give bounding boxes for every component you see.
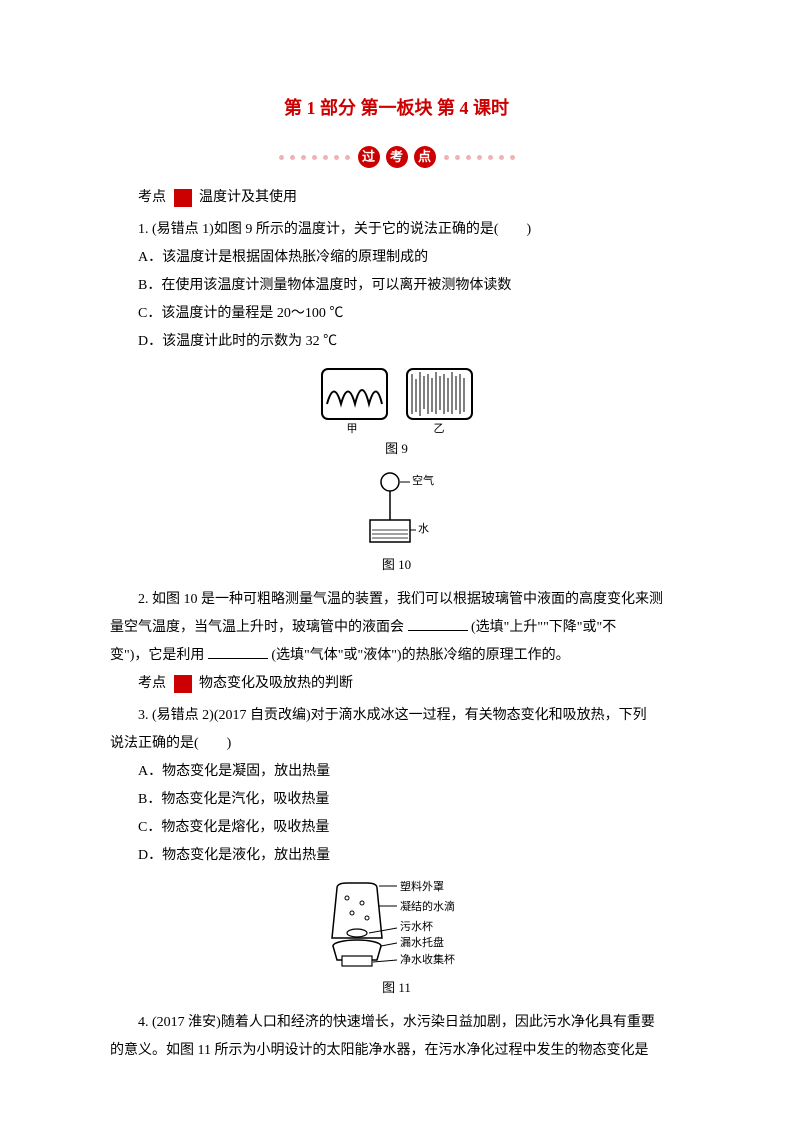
q2-line2: 量空气温度，当气温上升时，玻璃管中的液面会 (选填"上升""下降"或"不 xyxy=(110,614,683,642)
circle-char-3: 点 xyxy=(414,146,436,168)
kaodian2-title: 物态变化及吸放热的判断 xyxy=(199,676,353,691)
q2-blank2 xyxy=(208,642,268,659)
q1-option-d: D．该温度计此时的示数为 32 ℃ xyxy=(110,328,683,356)
figure-11-svg: 塑料外罩 凝结的水滴 污水杯 漏水托盘 净水收集杯 xyxy=(297,878,497,973)
q4-line1: 4. (2017 淮安)随着人口和经济的快速增长，水污染日益加剧，因此污水净化具… xyxy=(110,1009,683,1037)
figure-9: 甲 乙 图 9 xyxy=(110,364,683,462)
q3-stem2: 说法正确的是( ) xyxy=(110,730,683,758)
fig11-label-0: 塑料外罩 xyxy=(400,879,444,893)
kaodian-2: 考点 2 物态变化及吸放热的判断 xyxy=(110,670,683,698)
q2-line3: 变")，它是利用 (选填"气体"或"液体")的热胀冷缩的原理工作的。 xyxy=(110,642,683,670)
q2-p1d: 变")，它是利用 xyxy=(110,648,204,663)
q3-option-a: A．物态变化是凝固，放出热量 xyxy=(110,758,683,786)
kaodian2-num: 2 xyxy=(174,675,192,693)
kaodian1-num: 1 xyxy=(174,189,192,207)
q3-option-c: C．物态变化是熔化，吸收热量 xyxy=(110,814,683,842)
q2-line1: 2. 如图 10 是一种可粗略测量气温的装置，我们可以根据玻璃管中液面的高度变化… xyxy=(110,586,683,614)
kaodian2-label: 考点 xyxy=(138,676,166,691)
fig11-caption: 图 11 xyxy=(110,975,683,1001)
q4-line2: 的意义。如图 11 所示为小明设计的太阳能净水器，在污水净化过程中发生的物态变化… xyxy=(110,1037,683,1065)
kaodian1-title: 温度计及其使用 xyxy=(199,190,297,205)
fig11-label-2: 污水杯 xyxy=(400,919,433,933)
fig10-caption: 图 10 xyxy=(110,552,683,578)
figure-10: 空气 水 图 10 xyxy=(110,470,683,578)
q3-stem1: 3. (易错点 2)(2017 自贡改编)对于滴水成冰这一过程，有关物态变化和吸… xyxy=(110,702,683,730)
q1-option-b: B．在使用该温度计测量物体温度时，可以离开被测物体读数 xyxy=(110,272,683,300)
fig9-caption: 图 9 xyxy=(110,436,683,462)
q3-option-b: B．物态变化是汽化，吸收热量 xyxy=(110,786,683,814)
figure-10-svg: 空气 水 xyxy=(342,470,452,550)
section-header: 过 考 点 xyxy=(110,146,683,168)
circle-char-2: 考 xyxy=(386,146,408,168)
fig11-label-4: 净水收集杯 xyxy=(400,952,455,966)
figure-11: 塑料外罩 凝结的水滴 污水杯 漏水托盘 净水收集杯 图 11 xyxy=(110,878,683,1001)
q1-option-c: C．该温度计的量程是 20～100 ℃ xyxy=(110,300,683,328)
fig9-right-label: 乙 xyxy=(433,422,444,434)
q3-option-d: D．物态变化是液化，放出热量 xyxy=(110,842,683,870)
dots-right xyxy=(444,155,515,160)
q2-p1e: (选填"气体"或"液体")的热胀冷缩的原理工作的。 xyxy=(271,648,569,663)
page-title: 第 1 部分 第一板块 第 4 课时 xyxy=(110,90,683,126)
q2-blank1 xyxy=(408,614,468,631)
fig10-air-label: 空气 xyxy=(412,473,434,487)
q2-p1b: 量空气温度，当气温上升时，玻璃管中的液面会 xyxy=(110,620,404,635)
section-label: 过 考 点 xyxy=(358,146,436,168)
q1-stem: 1. (易错点 1)如图 9 所示的温度计，关于它的说法正确的是( ) xyxy=(110,216,683,244)
q2-p1c: (选填"上升""下降"或"不 xyxy=(471,620,616,635)
fig11-label-1: 凝结的水滴 xyxy=(400,899,455,913)
fig10-water-label: 水 xyxy=(418,522,429,535)
kaodian1-label: 考点 xyxy=(138,190,166,205)
q1-option-a: A．该温度计是根据固体热胀冷缩的原理制成的 xyxy=(110,244,683,272)
kaodian-1: 考点 1 温度计及其使用 xyxy=(110,184,683,212)
circle-char-1: 过 xyxy=(358,146,380,168)
dots-left xyxy=(279,155,350,160)
fig11-label-3: 漏水托盘 xyxy=(400,935,444,949)
figure-9-svg: 甲 乙 xyxy=(312,364,482,434)
fig9-left-label: 甲 xyxy=(346,423,357,434)
